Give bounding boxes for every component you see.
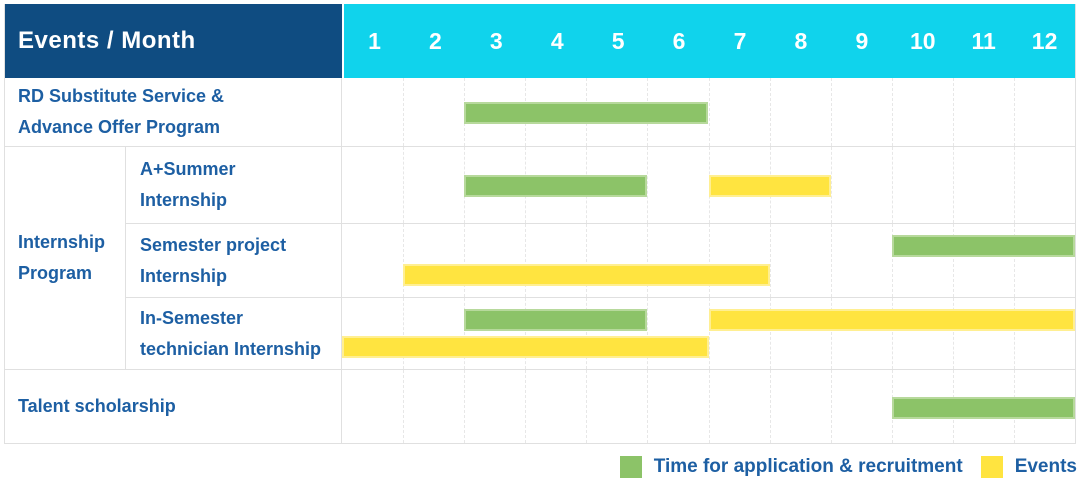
month-header-11: 11 [971,27,996,54]
application-color-swatch [619,456,642,478]
event-bar [708,308,1075,331]
month-gridline [1013,224,1015,297]
month-gridline [403,224,405,297]
month-gridline [952,224,954,297]
month-gridline [708,224,710,297]
gantt-body: RD Substitute Service & Advance Offer Pro… [5,78,1075,443]
month-gridline [647,298,649,369]
month-gridline [1013,298,1015,369]
month-gridline [952,147,954,223]
event-row: A+Summer Internship [126,147,1075,223]
month-gridline [769,224,771,297]
month-gridline [769,298,771,369]
month-gridline [525,224,527,297]
application-recruitment-bar [464,308,648,331]
month-gridline [464,370,466,443]
month-gridline [891,224,893,297]
month-gridline [647,370,649,443]
month-header-8: 8 [794,27,808,54]
month-gridline [830,370,832,443]
month-grid [342,298,1075,369]
event-row: In-Semester technician Internship [126,297,1075,369]
application-recruitment-bar [464,102,709,124]
month-gridline [403,147,405,223]
month-grid [342,370,1075,443]
application-recruitment-bar [464,175,648,197]
legend-item-application: Time for application & recruitment [619,456,963,478]
event-label: A+Summer Internship [126,147,342,223]
month-gridline [647,147,649,223]
month-grid [342,147,1075,223]
month-gridline [1013,147,1015,223]
month-gridline [403,298,405,369]
group-internship-program: Internship Program A+Summer Internship Semes… [5,146,1075,369]
month-gridline [830,78,832,146]
month-gridline [586,370,588,443]
month-gridline [708,370,710,443]
month-grid [342,78,1075,146]
application-recruitment-bar [891,396,1075,419]
event-label: In-Semester technician Internship [126,298,342,369]
month-header-1: 1 [368,27,381,54]
application-recruitment-bar [891,234,1075,257]
month-gridline [830,224,832,297]
gantt-schedule-table: Events / Month 1 2 3 4 5 6 7 8 9 10 11 12 RD Substi… [4,4,1076,444]
month-gridline [647,224,649,297]
month-gridline [769,370,771,443]
month-gridline [403,370,405,443]
event-label: RD Substitute Service & Advance Offer Pro… [5,78,342,146]
month-grid [342,224,1075,297]
month-header-7: 7 [733,27,747,54]
header-events-month-label: Events / Month [5,4,342,78]
event-row: RD Substitute Service & Advance Offer Pro… [5,78,1075,146]
month-gridline [403,78,405,146]
month-gridline [830,298,832,369]
month-gridline [586,298,588,369]
event-row: Talent scholarship [5,369,1075,443]
month-header-row: 1 2 3 4 5 6 7 8 9 10 11 12 [342,4,1075,78]
group-label: Internship Program [5,147,126,369]
legend-item-events: Events [980,456,1077,478]
group-rows: A+Summer Internship Semester project Intern… [126,147,1075,369]
month-header-9: 9 [855,27,869,54]
month-gridline [525,370,527,443]
events-color-swatch [980,456,1003,478]
legend: Time for application & recruitment Event… [619,456,1077,478]
month-gridline [708,298,710,369]
month-gridline [1013,78,1015,146]
event-bar [403,264,770,287]
month-gridline [464,224,466,297]
event-bar [708,175,831,197]
month-gridline [586,224,588,297]
month-header-2: 2 [428,27,442,54]
table-header-row: Events / Month 1 2 3 4 5 6 7 8 9 10 11 12 [5,4,1075,78]
month-gridline [708,78,710,146]
month-gridline [891,78,893,146]
month-gridline [952,78,954,146]
month-header-3: 3 [489,27,503,54]
month-header-4: 4 [550,27,564,54]
event-label: Talent scholarship [5,370,342,443]
legend-label-application: Time for application & recruitment [653,456,963,477]
legend-label-events: Events [1014,456,1077,477]
event-label: Semester project Internship [126,224,342,297]
month-header-6: 6 [672,27,686,54]
event-bar [342,336,709,359]
month-header-10: 10 [909,27,936,54]
month-gridline [952,298,954,369]
month-header-5: 5 [611,27,625,54]
month-header-12: 12 [1031,27,1058,54]
month-gridline [891,298,893,369]
month-gridline [769,78,771,146]
month-gridline [891,147,893,223]
month-gridline [830,147,832,223]
event-row: Semester project Internship [126,223,1075,297]
month-gridline [525,298,527,369]
month-gridline [464,298,466,369]
